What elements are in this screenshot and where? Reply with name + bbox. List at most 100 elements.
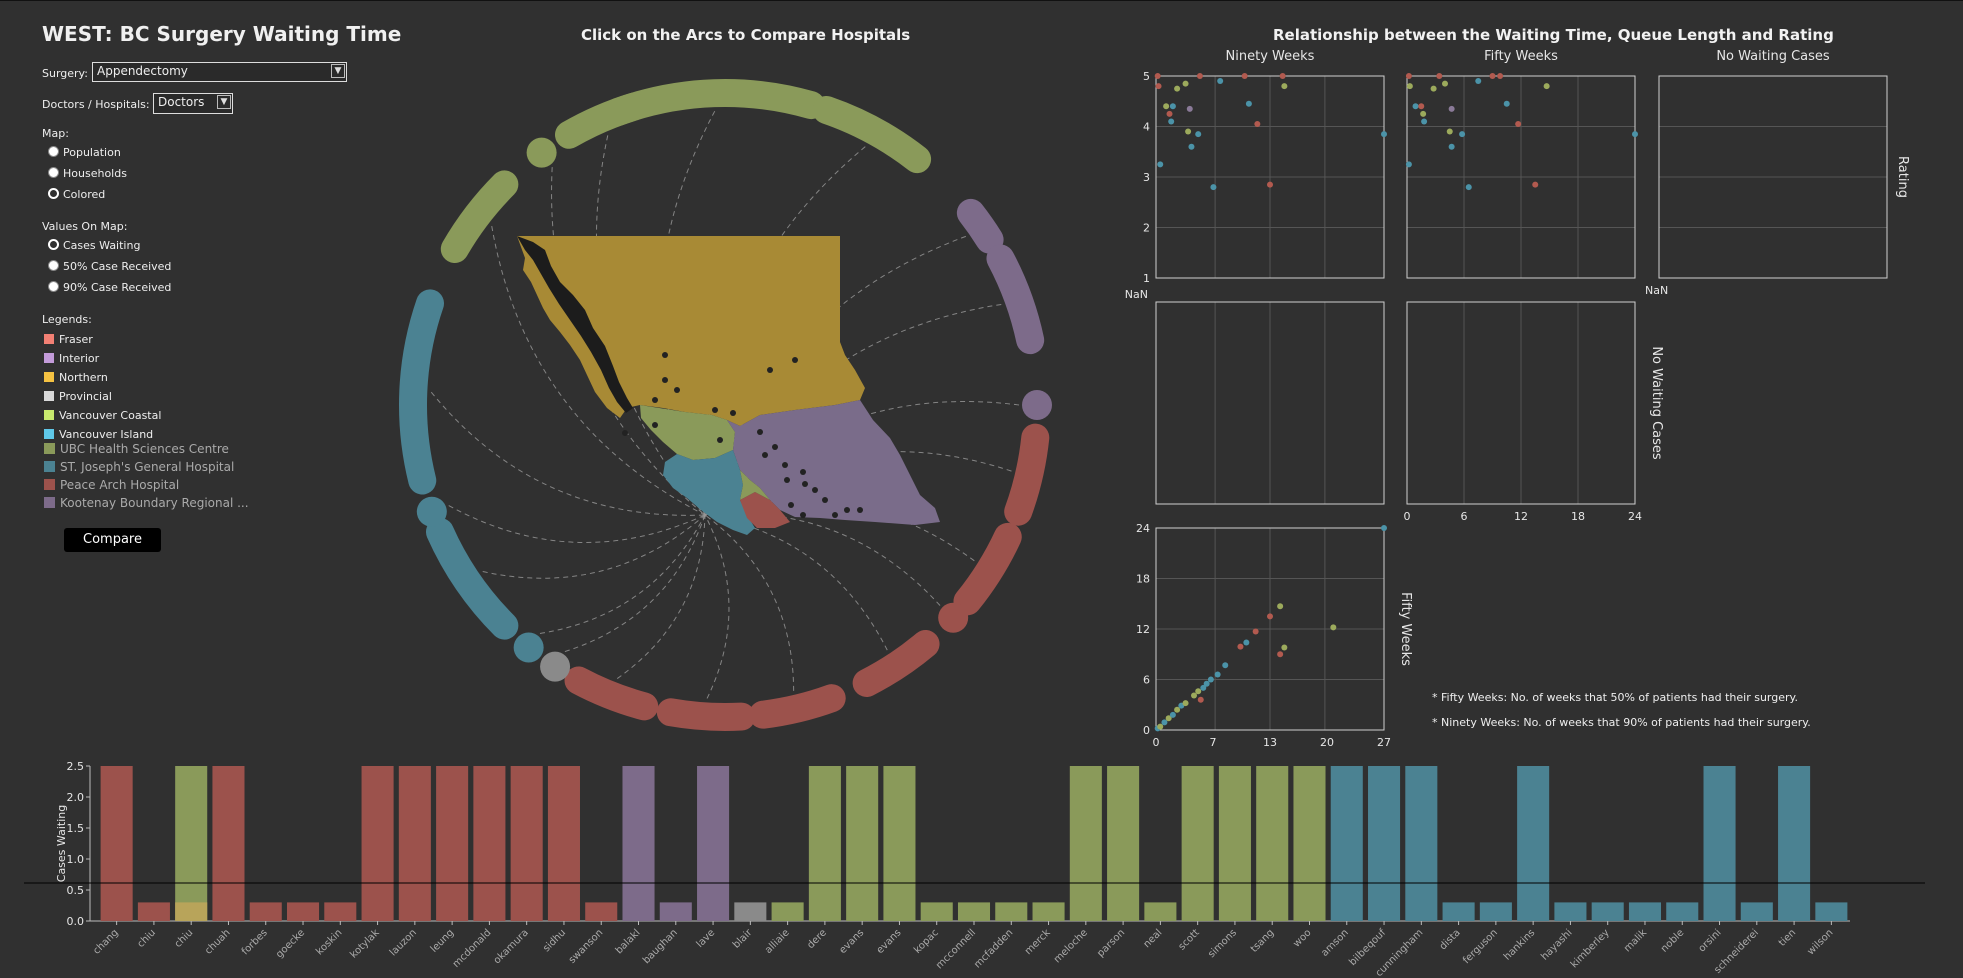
scatter-point[interactable] [1420, 110, 1427, 117]
scatter-point[interactable] [1446, 128, 1453, 135]
scatter-point[interactable] [1267, 181, 1273, 188]
bar[interactable] [137, 902, 170, 921]
hospital-arc-fraser[interactable] [852, 630, 940, 697]
bar[interactable] [1032, 902, 1065, 921]
bar[interactable] [249, 902, 282, 921]
bar[interactable] [1740, 902, 1773, 921]
scatter-point[interactable] [1241, 73, 1248, 79]
scatter-point[interactable] [1188, 143, 1195, 150]
bar[interactable] [1293, 766, 1326, 921]
scatter-point[interactable] [1381, 131, 1387, 138]
compare-button[interactable]: Compare [64, 528, 161, 552]
scatter-point[interactable] [1222, 662, 1229, 669]
radio-households[interactable]: Households [48, 167, 127, 180]
hospital-arcs[interactable] [399, 79, 1052, 731]
bar[interactable] [100, 766, 133, 921]
scatter-point[interactable] [1174, 85, 1181, 92]
scatter-point[interactable] [1254, 120, 1261, 127]
scatter-point[interactable] [1281, 83, 1288, 90]
scatter-point[interactable] [1195, 131, 1202, 138]
bar[interactable] [1256, 766, 1289, 921]
scatter-point[interactable] [1186, 105, 1193, 112]
scatter-point[interactable] [1165, 715, 1172, 722]
scatter-point[interactable] [1421, 118, 1428, 125]
chevron-down-icon[interactable]: ▼ [217, 95, 231, 109]
bar[interactable] [175, 766, 208, 921]
hospital-arc-coastal[interactable] [812, 95, 932, 174]
hospital-arc-island[interactable] [399, 289, 444, 495]
scatter-point[interactable] [1163, 103, 1170, 110]
scatter-point[interactable] [1448, 143, 1455, 150]
radio-icon[interactable] [48, 281, 59, 292]
bar[interactable] [1181, 766, 1214, 921]
radio-90-case[interactable]: 90% Case Received [48, 281, 171, 294]
bar[interactable] [1479, 902, 1512, 921]
bar[interactable] [1218, 766, 1251, 921]
scatter-point[interactable] [1442, 80, 1448, 87]
hospital-arc-island[interactable] [425, 517, 519, 640]
hospital-arc-interior[interactable] [956, 198, 1004, 254]
interior-region[interactable] [727, 400, 940, 525]
scatter-point[interactable] [1237, 643, 1244, 650]
scatter-point[interactable] [1503, 100, 1510, 107]
bar[interactable] [808, 766, 841, 921]
vancouver-island-region[interactable] [663, 450, 755, 535]
bc-map[interactable] [517, 236, 940, 535]
scatter-point[interactable] [1191, 692, 1197, 699]
scatter-point[interactable] [1459, 131, 1466, 138]
bar[interactable] [510, 766, 543, 921]
scatter-point[interactable] [1195, 688, 1202, 695]
hospital-arc-fraser[interactable] [953, 522, 1022, 616]
scatter-point[interactable] [1252, 628, 1259, 635]
scatter-point[interactable] [1182, 700, 1189, 707]
hospital-arc-fraser[interactable] [564, 666, 659, 721]
scatter-point[interactable] [1381, 525, 1387, 531]
bar[interactable] [883, 766, 916, 921]
legend-hospital-item[interactable]: Kootenay Boundary Regional ... [44, 496, 249, 510]
hospital-arc-fraser[interactable] [938, 602, 969, 633]
bar[interactable] [1144, 902, 1177, 921]
scatter-point[interactable] [1200, 684, 1207, 691]
bar[interactable] [957, 902, 991, 921]
scatter-point[interactable] [1448, 105, 1455, 112]
northern-region[interactable] [517, 236, 865, 426]
bar[interactable] [1666, 902, 1699, 921]
scatter-point[interactable] [1267, 613, 1273, 620]
scatter-point[interactable] [1430, 85, 1437, 92]
scatter-point[interactable] [1543, 83, 1550, 90]
scatter-point[interactable] [1406, 83, 1413, 90]
radio-50-case[interactable]: 50% Case Received [48, 260, 171, 273]
bar[interactable] [659, 902, 692, 921]
cases-waiting-bar-chart[interactable]: 0.0 0.5 1.0 1.5 2.0 2.5 Cases Waiting chang chiu… [0, 750, 1963, 978]
bar[interactable] [920, 902, 953, 921]
scatter-point[interactable] [1169, 711, 1176, 718]
bar[interactable] [1069, 766, 1102, 921]
bar[interactable] [846, 766, 879, 921]
bar[interactable] [771, 902, 804, 921]
radio-icon[interactable] [48, 260, 59, 271]
bar[interactable] [436, 766, 469, 921]
scatter-point[interactable] [1532, 181, 1539, 188]
scatter-point[interactable] [1182, 80, 1189, 87]
vancouver-coastal-region[interactable] [640, 405, 735, 460]
legend-hospital-item[interactable]: ST. Joseph's General Hospital [44, 460, 234, 474]
hospital-arc-fraser[interactable] [749, 684, 846, 729]
hospital-arc-provincial[interactable] [540, 651, 571, 682]
radio-cases-waiting[interactable]: Cases Waiting [48, 239, 140, 252]
scatter-point[interactable] [1279, 73, 1286, 79]
bar[interactable] [622, 766, 655, 921]
radio-selected-icon[interactable] [48, 239, 59, 250]
hospital-arc-fraser[interactable] [656, 698, 756, 731]
bar[interactable] [286, 902, 320, 921]
hospital-arc-fraser[interactable] [1004, 423, 1050, 526]
scatter-point[interactable] [1197, 696, 1204, 703]
radio-icon[interactable] [48, 146, 59, 157]
scatter-point[interactable] [1277, 603, 1284, 610]
bar[interactable] [473, 766, 506, 921]
bar[interactable] [547, 766, 580, 921]
bar[interactable] [1815, 902, 1848, 921]
scatter-point[interactable] [1154, 73, 1161, 79]
scatter-point[interactable] [1214, 671, 1221, 678]
hospital-arc-map[interactable] [395, 70, 1055, 740]
radio-icon[interactable] [48, 167, 59, 178]
